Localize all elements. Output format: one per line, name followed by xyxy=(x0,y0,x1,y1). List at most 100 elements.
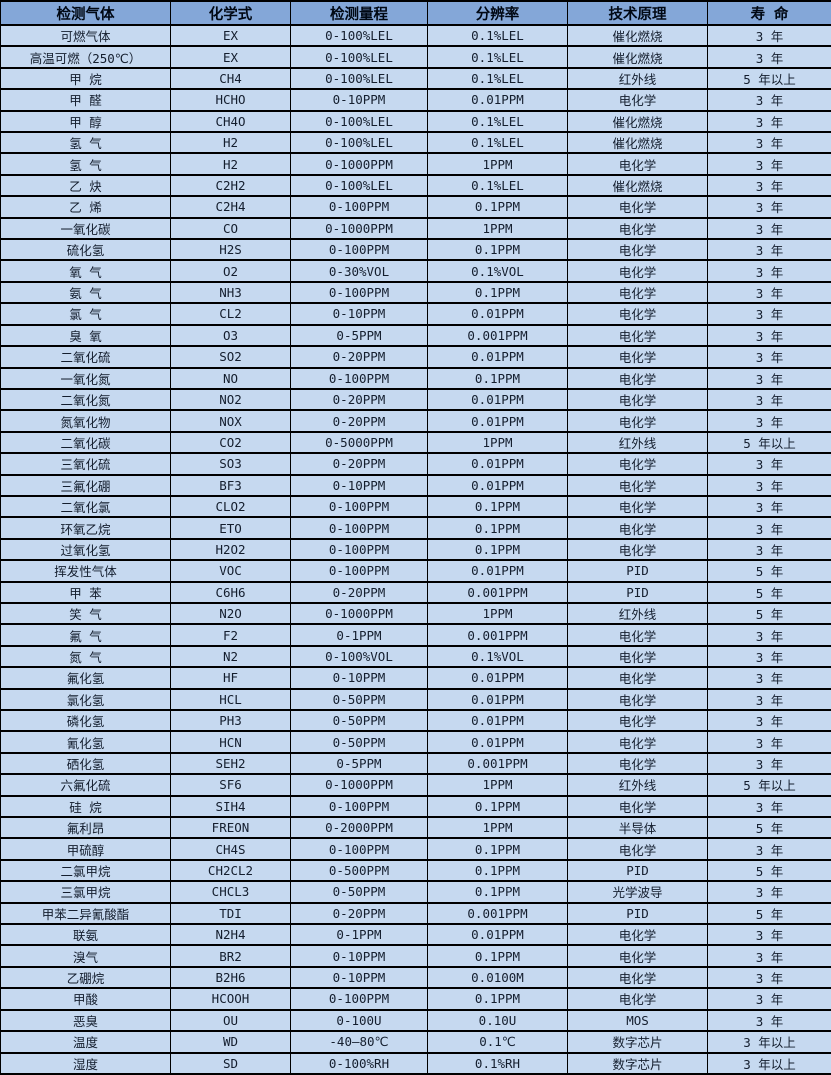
cell-range: 0-20PPM xyxy=(290,580,428,604)
cell-gas: 笑 气 xyxy=(0,601,171,626)
cell-formula: VOC xyxy=(170,559,291,583)
table-row: 六氟化硫 SF6 0-1000PPM 1PPM 红外线 5 年以上 xyxy=(0,773,831,797)
cell-range: 0-10PPM xyxy=(290,944,428,968)
cell-formula: H2 xyxy=(170,152,291,176)
cell-resolution: 1PPM xyxy=(427,430,568,455)
table-row: 一氧化氮 NO 0-100PPM 0.1PPM 电化学 3 年 xyxy=(0,366,831,390)
table-row: 氯 气 CL2 0-10PPM 0.01PPM 电化学 3 年 xyxy=(0,302,831,326)
cell-lifespan: 5 年 xyxy=(707,816,831,840)
cell-principle: MOS xyxy=(567,1008,708,1033)
table-row: 氮 气 N2 0-100%VOL 0.1%VOL 电化学 3 年 xyxy=(0,644,831,669)
cell-principle: 红外线 xyxy=(567,601,708,626)
cell-formula: EX xyxy=(170,45,291,69)
cell-resolution: 0.1PPM xyxy=(427,537,568,562)
table-row: 甲 烷 CH4 0-100%LEL 0.1%LEL 红外线 5 年以上 xyxy=(0,66,831,91)
cell-gas: 甲硫醇 xyxy=(0,837,171,861)
cell-range: 0-50PPM xyxy=(290,687,428,712)
cell-formula: FREON xyxy=(170,816,291,840)
cell-lifespan: 3 年 xyxy=(707,837,831,861)
cell-resolution: 0.1%LEL xyxy=(427,45,568,69)
cell-principle: 电化学 xyxy=(567,366,708,390)
cell-lifespan: 3 年 xyxy=(707,687,831,712)
cell-gas: 联氨 xyxy=(0,923,171,947)
cell-range: 0-100%VOL xyxy=(290,644,428,669)
cell-formula: C6H6 xyxy=(170,580,291,604)
cell-gas: 湿度 xyxy=(0,1051,171,1075)
cell-range: 0-1000PPM xyxy=(290,152,428,176)
cell-resolution: 0.01PPM xyxy=(427,302,568,326)
cell-range: 0-100PPM xyxy=(290,516,428,540)
cell-lifespan: 3 年 xyxy=(707,387,831,412)
cell-gas: 氟 气 xyxy=(0,623,171,647)
cell-gas: 甲 烷 xyxy=(0,66,171,91)
cell-resolution: 0.1%VOL xyxy=(427,644,568,669)
cell-gas: 挥发性气体 xyxy=(0,559,171,583)
cell-resolution: 0.1%LEL xyxy=(427,173,568,198)
cell-gas: 二氧化碳 xyxy=(0,430,171,455)
cell-resolution: 1PPM xyxy=(427,152,568,176)
cell-lifespan: 3 年 xyxy=(707,1008,831,1033)
cell-range: 0-100%LEL xyxy=(290,131,428,155)
cell-principle: 电化学 xyxy=(567,238,708,262)
table-row: 三氯甲烷 CHCL3 0-50PPM 0.1PPM 光学波导 3 年 xyxy=(0,880,831,904)
cell-resolution: 0.1PPM xyxy=(427,837,568,861)
cell-range: 0-10PPM xyxy=(290,302,428,326)
cell-resolution: 0.10U xyxy=(427,1008,568,1033)
cell-principle: 电化学 xyxy=(567,494,708,519)
cell-lifespan: 3 年 xyxy=(707,473,831,497)
table-row: 甲 苯 C6H6 0-20PPM 0.001PPM PID 5 年 xyxy=(0,580,831,604)
cell-formula: HCN xyxy=(170,730,291,754)
cell-principle: 红外线 xyxy=(567,430,708,455)
cell-principle: 电化学 xyxy=(567,152,708,176)
cell-resolution: 0.1PPM xyxy=(427,280,568,305)
table-row: 恶臭 OU 0-100U 0.10U MOS 3 年 xyxy=(0,1008,831,1033)
cell-resolution: 0.1%LEL xyxy=(427,23,568,48)
cell-principle: PID xyxy=(567,559,708,583)
cell-formula: H2O2 xyxy=(170,537,291,562)
cell-resolution: 0.001PPM xyxy=(427,751,568,776)
cell-gas: 甲苯二异氰酸酯 xyxy=(0,901,171,926)
cell-principle: 电化学 xyxy=(567,623,708,647)
cell-lifespan: 5 年 xyxy=(707,580,831,604)
cell-resolution: 0.01PPM xyxy=(427,730,568,754)
cell-resolution: 0.1PPM xyxy=(427,494,568,519)
table-row: 甲硫醇 CH4S 0-100PPM 0.1PPM 电化学 3 年 xyxy=(0,837,831,861)
table-row: 高温可燃（250℃） EX 0-100%LEL 0.1%LEL 催化燃烧 3 年 xyxy=(0,45,831,69)
cell-gas: 可燃气体 xyxy=(0,23,171,48)
cell-range: 0-100PPM xyxy=(290,366,428,390)
cell-range: 0-1PPM xyxy=(290,623,428,647)
cell-principle: 电化学 xyxy=(567,944,708,968)
cell-gas: 乙硼烷 xyxy=(0,965,171,990)
cell-formula: B2H6 xyxy=(170,965,291,990)
table-row: 挥发性气体 VOC 0-100PPM 0.01PPM PID 5 年 xyxy=(0,559,831,583)
cell-formula: C2H4 xyxy=(170,195,291,219)
cell-formula: SO3 xyxy=(170,452,291,476)
cell-lifespan: 3 年 xyxy=(707,644,831,669)
cell-range: 0-30%VOL xyxy=(290,259,428,283)
cell-formula: CH4S xyxy=(170,837,291,861)
cell-principle: 电化学 xyxy=(567,216,708,241)
cell-gas: 三氟化硼 xyxy=(0,473,171,497)
cell-range: 0-100PPM xyxy=(290,537,428,562)
cell-lifespan: 3 年 xyxy=(707,109,831,134)
cell-principle: 半导体 xyxy=(567,816,708,840)
cell-formula: PH3 xyxy=(170,708,291,733)
cell-formula: N2H4 xyxy=(170,923,291,947)
cell-principle: 催化燃烧 xyxy=(567,23,708,48)
cell-principle: 电化学 xyxy=(567,708,708,733)
cell-resolution: 1PPM xyxy=(427,216,568,241)
cell-resolution: 0.001PPM xyxy=(427,323,568,348)
cell-principle: 红外线 xyxy=(567,773,708,797)
cell-lifespan: 3 年 xyxy=(707,152,831,176)
cell-gas: 六氟化硫 xyxy=(0,773,171,797)
cell-principle: 电化学 xyxy=(567,537,708,562)
table-header-row: 检测气体 化学式 检测量程 分辨率 技术原理寿 命 xyxy=(0,0,831,26)
table-row: 磷化氢 PH3 0-50PPM 0.01PPM 电化学 3 年 xyxy=(0,708,831,733)
cell-formula: HF xyxy=(170,666,291,690)
cell-resolution: 0.001PPM xyxy=(427,580,568,604)
column-header-resolution: 分辨率 xyxy=(427,0,568,26)
cell-formula: BR2 xyxy=(170,944,291,968)
cell-range: 0-5PPM xyxy=(290,323,428,348)
cell-resolution: 0.1PPM xyxy=(427,238,568,262)
cell-lifespan: 5 年 xyxy=(707,559,831,583)
